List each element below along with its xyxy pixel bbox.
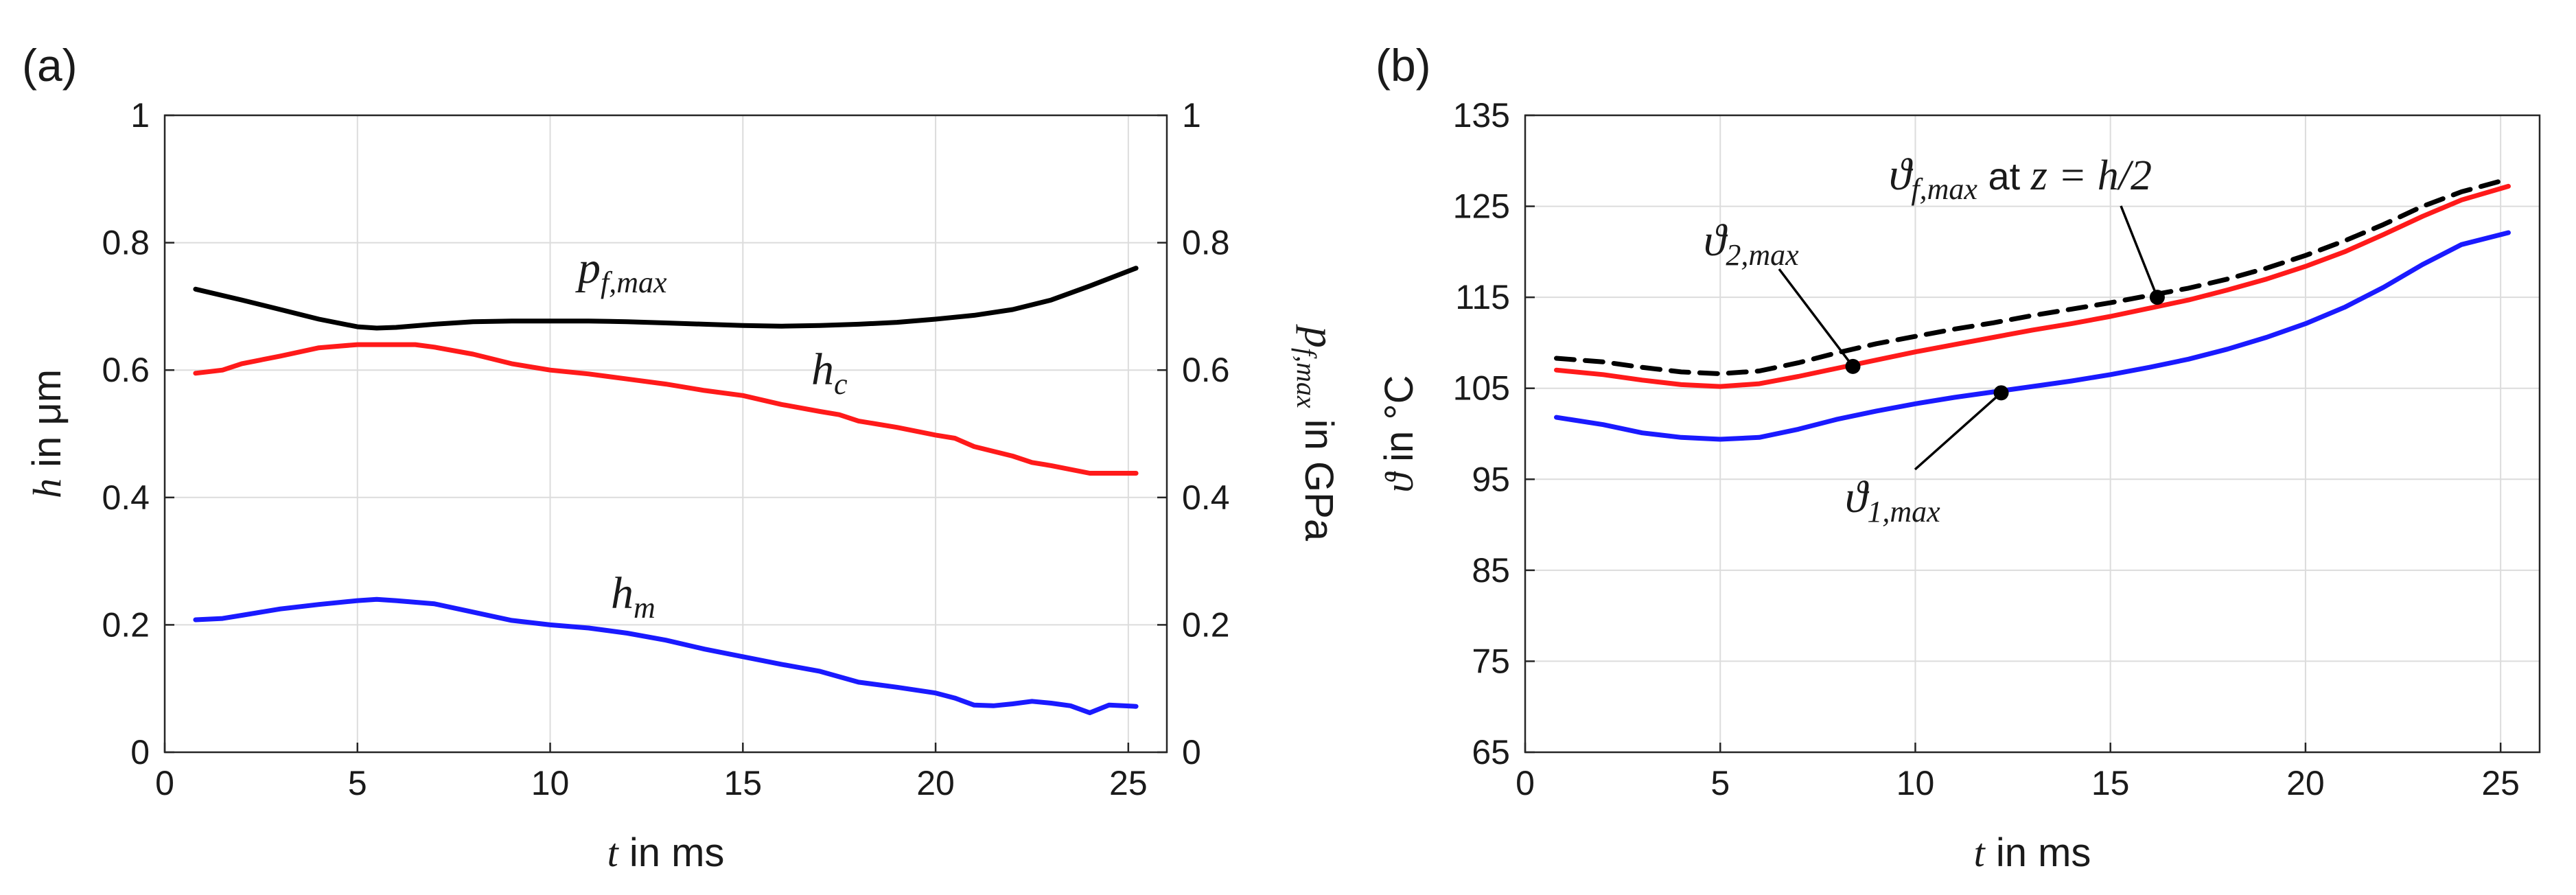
panel-b-x-var: t <box>1974 830 1986 875</box>
panel-a-y-ticks: 0 0.2 0.4 0.6 0.8 1 <box>102 96 174 771</box>
x-tick-label: 15 <box>2091 764 2130 802</box>
panel-a-y2-unit: in GPa <box>1297 408 1341 542</box>
panel-b-chart: (b) 0 5 10 15 20 25 65 75 85 95 105 115 125 135 t in… <box>1376 40 2541 875</box>
panel-a-x-ticks: 0 5 10 15 20 25 <box>155 743 1148 802</box>
y-tick-label: 1 <box>130 96 150 135</box>
y2-tick-label: 0.2 <box>1182 605 1230 644</box>
x-tick-label: 25 <box>2481 764 2520 802</box>
label-h-m-sub: m <box>634 591 655 625</box>
label-theta-fmax-sub: f,max <box>1911 172 1977 206</box>
y-tick-label: 95 <box>1472 460 1510 498</box>
x-tick-label: 5 <box>1710 764 1730 802</box>
panel-b-annotations: ϑ2,max ϑ1,max ϑf,max at z = h/2 <box>1704 150 2165 528</box>
panel-a-grid <box>164 115 1167 753</box>
y-tick-label: 0.6 <box>102 351 150 389</box>
panel-b-y-var: ϑ <box>1377 470 1422 492</box>
panel-a-series <box>193 266 1139 715</box>
y-tick-label: 85 <box>1472 551 1510 590</box>
panel-a-y-unit: in μm <box>25 369 69 478</box>
series-line--f-max-at-z-h-2 <box>1554 176 2511 376</box>
x-tick-label: 10 <box>1896 764 1935 802</box>
label-h-m: hm <box>611 568 655 625</box>
label-p-fmax-var: p <box>575 243 601 293</box>
panel-a-chart: (a) 0 5 10 15 20 25 0 0.2 0.4 0.6 0.8 1 0 0.2 0.4 0.6… <box>22 40 1343 875</box>
label-h-c: hc <box>811 345 848 401</box>
panel-b-y-unit: in °C <box>1377 375 1422 473</box>
panel-b-y-label: ϑ in °C <box>1377 375 1422 493</box>
panel-a-y-var: h <box>25 478 69 498</box>
annotation-marker <box>2149 290 2165 305</box>
y-tick-label: 0 <box>130 733 150 771</box>
panel-b-x-unit: in ms <box>1985 830 2091 875</box>
series-line--2-max <box>1554 183 2511 389</box>
series-line-h-c <box>193 342 1139 476</box>
label-h-c-var: h <box>811 345 834 395</box>
y-tick-label: 135 <box>1453 96 1510 135</box>
x-tick-label: 25 <box>1109 764 1148 802</box>
panel-a-y2-ticks: 0 0.2 0.4 0.6 0.8 1 <box>1157 96 1230 771</box>
panel-b-label: (b) <box>1376 40 1431 91</box>
x-tick-label: 0 <box>1516 764 1535 802</box>
leader-line-theta-fmax <box>2120 205 2159 298</box>
panel-b-series <box>1554 176 2511 442</box>
y-tick-label: 65 <box>1472 733 1510 771</box>
y2-tick-label: 0.4 <box>1182 478 1230 517</box>
leader-line-theta-2max <box>1778 268 1854 367</box>
y2-tick-label: 1 <box>1182 96 1201 135</box>
label-theta-fmax-at: at <box>1977 154 2031 198</box>
y-tick-label: 75 <box>1472 642 1510 680</box>
panel-a-x-var: t <box>607 830 620 875</box>
y-tick-label: 105 <box>1453 369 1510 408</box>
panel-a-label: (a) <box>22 40 78 91</box>
leader-line-theta-1max <box>1914 392 2002 471</box>
y-tick-label: 0.4 <box>102 478 150 517</box>
label-p-fmax: pf,max <box>575 243 667 299</box>
panel-b-grid <box>1524 115 2540 753</box>
label-p-fmax-sub: f,max <box>601 266 667 299</box>
y2-tick-label: 0.6 <box>1182 351 1230 389</box>
panel-b-x-label: t in ms <box>1974 830 2091 875</box>
panel-a-y2-var: p <box>1296 324 1343 348</box>
label-theta-1max-var: ϑ <box>1845 472 1870 522</box>
series-line-p-f-max <box>193 266 1139 331</box>
y-tick-label: 0.2 <box>102 605 150 644</box>
label-theta-2max: ϑ2,max <box>1704 216 1799 272</box>
x-tick-label: 5 <box>348 764 367 802</box>
panel-a-y2-sub: f,max <box>1291 348 1322 408</box>
panel-a-y2-label: pf,max in GPa <box>1291 324 1343 542</box>
panel-a-x-label: t in ms <box>607 830 725 875</box>
panel-a-y-label: h in μm <box>25 369 69 498</box>
annotation-marker <box>1845 358 1861 374</box>
label-h-c-sub: c <box>834 367 848 401</box>
y-tick-label: 125 <box>1453 187 1510 226</box>
label-theta-fmax: ϑf,max at z = h/2 <box>1889 150 2152 206</box>
label-theta-fmax-expr: z = h/2 <box>2030 152 2152 199</box>
x-tick-label: 20 <box>2286 764 2325 802</box>
x-tick-label: 10 <box>531 764 570 802</box>
label-theta-1max: ϑ1,max <box>1845 472 1940 528</box>
label-theta-1max-sub: 1,max <box>1867 495 1940 528</box>
panel-b-axes-box <box>1524 114 2541 754</box>
x-tick-label: 15 <box>723 764 762 802</box>
x-tick-label: 20 <box>916 764 955 802</box>
label-theta-fmax-var: ϑ <box>1889 150 1914 200</box>
y2-tick-label: 0.8 <box>1182 224 1230 262</box>
series-line--1-max <box>1554 230 2511 442</box>
label-theta-2max-sub: 2,max <box>1726 238 1799 272</box>
series-line-h-m <box>193 596 1139 715</box>
panel-b-x-ticks: 0 5 10 15 20 25 <box>1516 743 2520 802</box>
label-theta-2max-var: ϑ <box>1704 216 1728 266</box>
annotation-marker <box>1993 385 2009 401</box>
label-h-m-var: h <box>611 568 634 618</box>
y2-tick-label: 0 <box>1182 733 1201 771</box>
y-tick-label: 0.8 <box>102 224 150 262</box>
y-tick-label: 115 <box>1455 278 1510 316</box>
panel-a-axes-box <box>163 114 1168 754</box>
x-tick-label: 0 <box>155 764 174 802</box>
panel-b-y-ticks: 65 75 85 95 105 115 125 135 <box>1453 96 1535 771</box>
panel-a-x-unit: in ms <box>618 830 725 875</box>
